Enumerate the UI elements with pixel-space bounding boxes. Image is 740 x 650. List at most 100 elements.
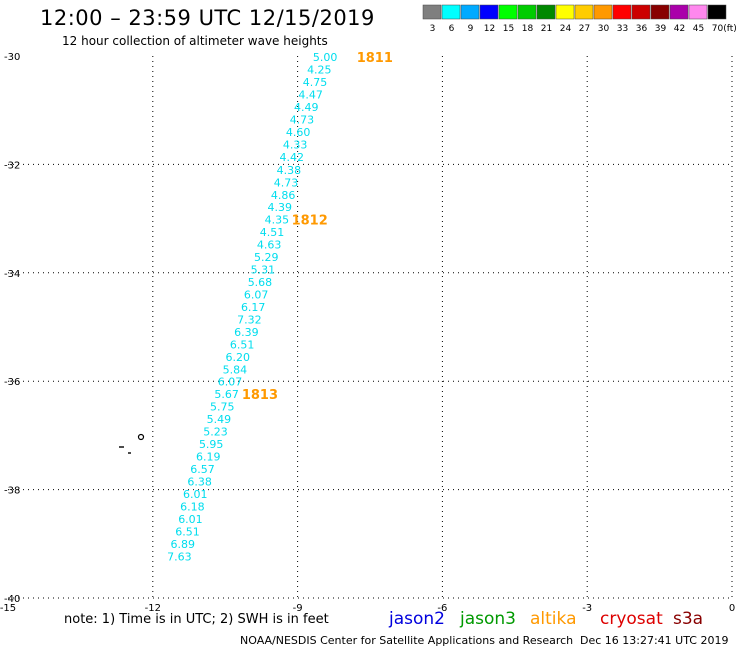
legend-swatch <box>688 4 708 20</box>
legend-label: 15 <box>503 24 514 34</box>
wave-height-point: 5.29 <box>254 251 279 264</box>
wave-height-point: 6.38 <box>187 475 212 488</box>
mission-s3a: s3a <box>673 609 704 629</box>
legend-swatch <box>574 4 594 20</box>
wave-height-labels: 5.004.254.754.474.494.734.604.334.424.38… <box>167 51 337 563</box>
wave-height-point: 5.67 <box>214 388 239 401</box>
legend-label: 18 <box>522 24 534 34</box>
wave-height-point: 6.07 <box>218 376 243 389</box>
wave-height-point: 5.84 <box>223 363 248 376</box>
x-tick-label: -15 <box>0 603 16 614</box>
chart-title: 12:00 – 23:59 UTC 12/15/2019 <box>40 6 375 30</box>
time-labels: 1811 1812 1813 <box>242 51 393 403</box>
wave-height-point: 4.35 <box>265 214 290 227</box>
wave-height-point: 6.07 <box>244 288 269 301</box>
legend-swatch <box>593 4 613 20</box>
wave-height-point: 7.63 <box>167 550 192 563</box>
legend-swatch <box>612 4 632 20</box>
x-tick-label: -9 <box>293 603 303 614</box>
wave-height-point: 4.60 <box>286 126 311 139</box>
mission-jason2: jason2 <box>389 609 445 629</box>
wave-height-point: 6.18 <box>180 500 205 513</box>
wave-height-point: 4.33 <box>283 138 308 151</box>
mission-altika: altika <box>530 609 577 629</box>
y-tick-label: -38 <box>4 486 20 497</box>
x-tick-label: -6 <box>437 603 447 614</box>
legend-swatch <box>555 4 575 20</box>
wave-height-point: 4.86 <box>271 189 296 202</box>
legend-label: 6 <box>449 24 455 34</box>
legend-swatch <box>460 4 480 20</box>
y-tick-label: -30 <box>4 52 20 63</box>
legend-swatch <box>669 4 689 20</box>
x-tick-label: -12 <box>145 603 161 614</box>
legend-swatch <box>536 4 556 20</box>
wave-height-point: 6.19 <box>196 451 221 464</box>
wave-height-point: 6.01 <box>183 488 208 501</box>
legend-label: 3 <box>430 24 436 34</box>
color-legend: 3 6 9 12 15 18 21 24 27 30 33 36 39 42 45 70 (ft) <box>422 4 737 34</box>
wave-height-point: 4.51 <box>260 226 285 239</box>
time-label: 1811 <box>357 51 393 66</box>
legend-label: 9 <box>468 24 474 34</box>
wave-height-point: 4.73 <box>290 113 315 126</box>
y-tick-label: -34 <box>4 269 20 280</box>
chart-subtitle: 12 hour collection of altimeter wave hei… <box>62 34 328 48</box>
wave-height-point: 4.47 <box>298 88 323 101</box>
legend-swatch <box>498 4 518 20</box>
legend-label: 39 <box>655 24 667 34</box>
legend-label: 27 <box>579 24 590 34</box>
time-label: 1813 <box>242 388 278 403</box>
wave-height-point: 6.39 <box>234 326 259 339</box>
legend-swatch <box>479 4 499 20</box>
wave-height-point: 5.75 <box>210 401 235 414</box>
credit-text: NOAA/NESDIS Center for Satellite Applica… <box>240 634 574 647</box>
x-axis-ticks: -15 -12 -9 -6 -3 0 <box>0 603 735 614</box>
legend-swatch <box>707 4 727 20</box>
legend-label: 12 <box>484 24 495 34</box>
wave-height-point: 6.20 <box>225 351 250 364</box>
time-label: 1812 <box>292 214 328 229</box>
legend-swatch <box>517 4 537 20</box>
legend-label: 21 <box>541 24 552 34</box>
wave-height-point: 5.31 <box>251 264 276 277</box>
wave-height-point: 4.73 <box>274 176 299 189</box>
legend-label: 70 <box>712 24 724 34</box>
wave-height-point: 6.51 <box>175 525 200 538</box>
grid-lines <box>8 56 732 598</box>
legend-label: 36 <box>636 24 648 34</box>
wave-height-point: 4.38 <box>277 164 302 177</box>
wave-height-point: 6.89 <box>170 538 195 551</box>
wave-height-point: 4.42 <box>280 151 305 164</box>
legend-label: 42 <box>674 24 685 34</box>
legend-swatch <box>422 4 442 20</box>
wave-height-point: 5.49 <box>207 413 232 426</box>
wave-height-point: 4.39 <box>267 201 292 214</box>
footer-note: note: 1) Time is in UTC; 2) SWH is in fe… <box>64 612 329 627</box>
legend-label: 24 <box>560 24 572 34</box>
mission-jason3: jason3 <box>460 609 516 629</box>
mission-cryosat: cryosat <box>600 609 663 629</box>
wave-height-point: 5.23 <box>203 426 228 439</box>
wave-height-point: 5.95 <box>199 438 224 451</box>
legend-swatch <box>631 4 651 20</box>
wave-height-point: 4.75 <box>303 76 328 89</box>
wave-height-point: 6.17 <box>241 301 266 314</box>
wave-height-point: 6.51 <box>230 338 255 351</box>
wave-height-point: 5.00 <box>313 51 338 64</box>
legend-label: 30 <box>598 24 610 34</box>
legend-swatch <box>650 4 670 20</box>
legend-label: 33 <box>617 24 628 34</box>
wave-height-point: 4.63 <box>257 239 282 252</box>
legend-swatch <box>441 4 461 20</box>
legend-label: 45 <box>693 24 704 34</box>
y-tick-label: -32 <box>4 160 20 171</box>
wave-height-point: 4.49 <box>294 101 319 114</box>
wave-height-point: 5.68 <box>248 276 273 289</box>
plot-frame <box>8 56 733 599</box>
wave-height-point: 6.01 <box>178 513 203 526</box>
y-tick-label: -40 <box>4 594 20 605</box>
generated-timestamp: Dec 16 13:27:41 UTC 2019 <box>580 634 729 647</box>
x-tick-label: -3 <box>582 603 592 614</box>
x-tick-label: 0 <box>729 603 735 614</box>
